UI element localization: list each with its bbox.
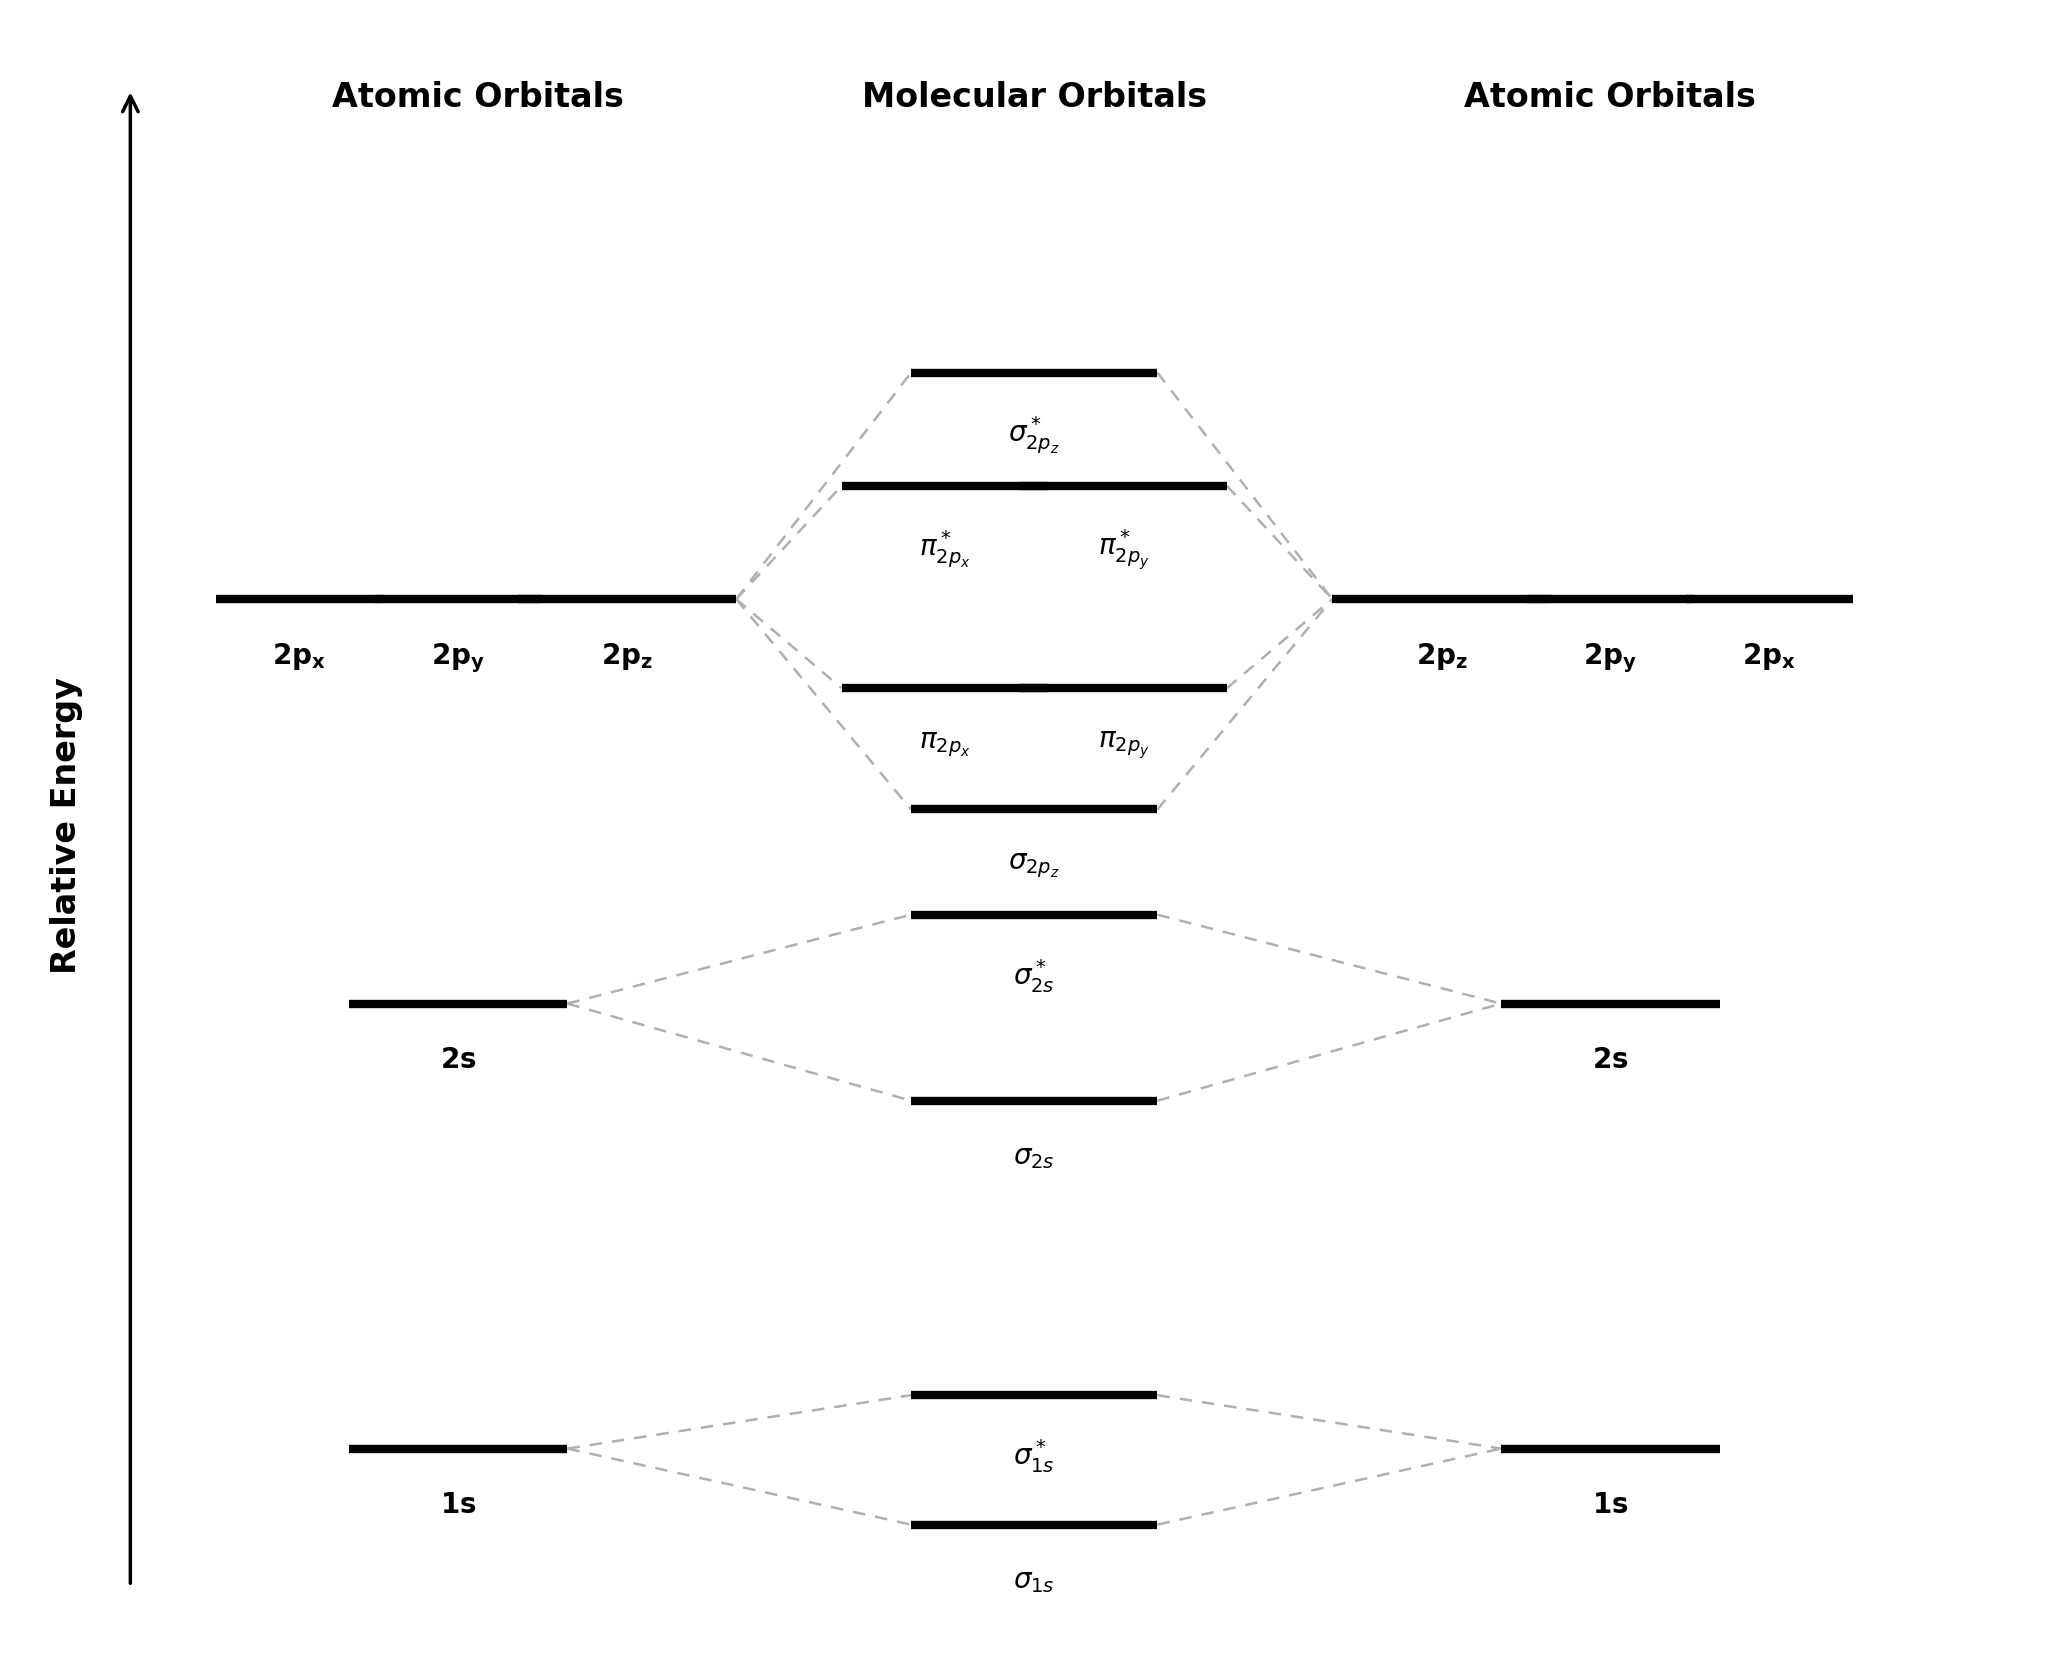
Text: Atomic Orbitals: Atomic Orbitals: [1464, 82, 1757, 115]
Text: $\pi^*_{2p_x}$: $\pi^*_{2p_x}$: [920, 529, 971, 570]
Text: Relative Energy: Relative Energy: [51, 677, 84, 974]
Text: Molecular Orbitals: Molecular Orbitals: [862, 82, 1206, 115]
Text: $\sigma^*_{2p_z}$: $\sigma^*_{2p_z}$: [1008, 415, 1061, 457]
Text: $\pi_{2p_x}$: $\pi_{2p_x}$: [920, 731, 971, 759]
Text: $\sigma_{2p_z}$: $\sigma_{2p_z}$: [1008, 852, 1061, 881]
Text: $\mathbf{2p_z}$: $\mathbf{2p_z}$: [600, 641, 653, 672]
Text: Atomic Orbitals: Atomic Orbitals: [332, 82, 625, 115]
Text: $\mathbf{1s}$: $\mathbf{1s}$: [440, 1491, 477, 1518]
Text: $\mathbf{2s}$: $\mathbf{2s}$: [1591, 1046, 1628, 1074]
Text: $\sigma^*_{1s}$: $\sigma^*_{1s}$: [1014, 1438, 1055, 1475]
Text: $\mathbf{2s}$: $\mathbf{2s}$: [440, 1046, 477, 1074]
Text: $\sigma^*_{2s}$: $\sigma^*_{2s}$: [1014, 957, 1055, 994]
Text: $\mathbf{2p_y}$: $\mathbf{2p_y}$: [1583, 641, 1636, 676]
Text: $\mathbf{2p_x}$: $\mathbf{2p_x}$: [1743, 641, 1796, 672]
Text: $\pi^*_{2p_y}$: $\pi^*_{2p_y}$: [1098, 529, 1149, 572]
Text: $\mathbf{1s}$: $\mathbf{1s}$: [1591, 1491, 1628, 1518]
Text: $\pi_{2p_y}$: $\pi_{2p_y}$: [1098, 731, 1149, 761]
Text: $\sigma_{1s}$: $\sigma_{1s}$: [1014, 1566, 1055, 1595]
Text: $\mathbf{2p_x}$: $\mathbf{2p_x}$: [272, 641, 326, 672]
Text: $\mathbf{2p_y}$: $\mathbf{2p_y}$: [432, 641, 485, 676]
Text: $\mathbf{2p_z}$: $\mathbf{2p_z}$: [1415, 641, 1468, 672]
Text: $\sigma_{2s}$: $\sigma_{2s}$: [1014, 1143, 1055, 1171]
